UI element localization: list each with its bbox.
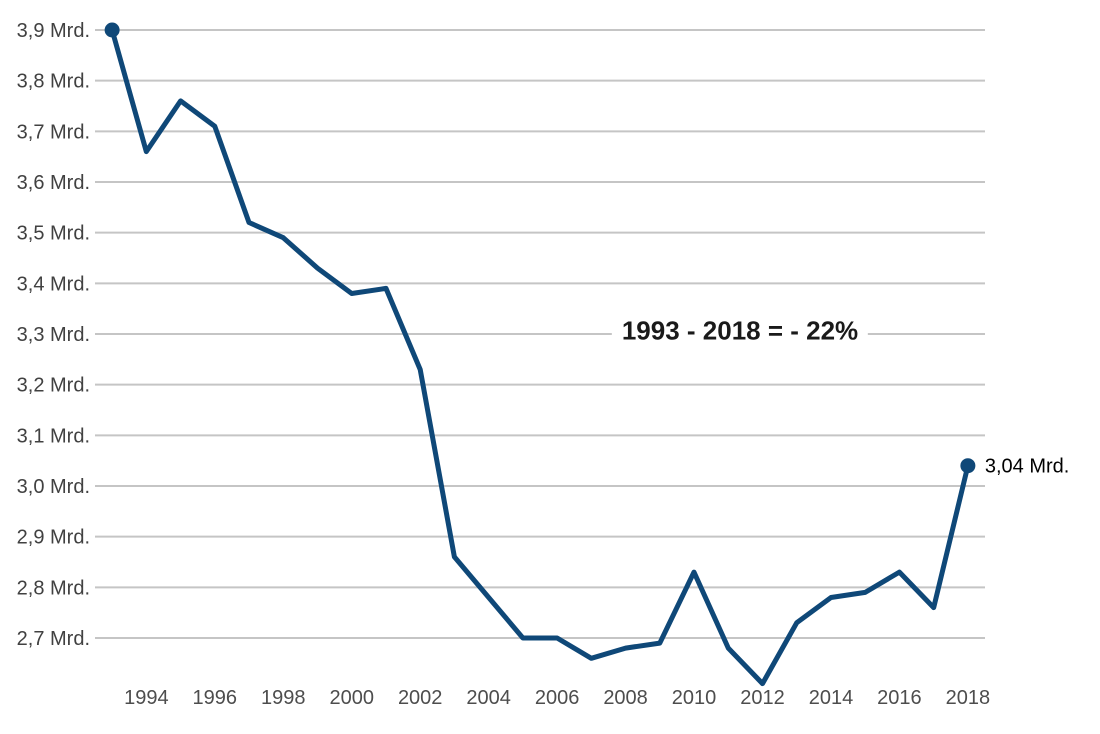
x-axis-label: 2006 bbox=[535, 687, 580, 709]
x-axis-label: 2008 bbox=[603, 687, 648, 709]
x-axis-label: 2002 bbox=[398, 687, 443, 709]
y-axis-label: 3,2 Mrd. bbox=[17, 375, 90, 397]
end-value-label: 3,04 Mrd. bbox=[985, 456, 1069, 478]
x-axis-label: 2004 bbox=[466, 687, 511, 709]
y-axis-label: 3,6 Mrd. bbox=[17, 172, 90, 194]
y-axis-label: 3,1 Mrd. bbox=[17, 425, 90, 447]
data-point-marker bbox=[960, 458, 976, 474]
y-axis-label: 2,8 Mrd. bbox=[17, 577, 90, 599]
data-line bbox=[109, 27, 971, 687]
y-axis-label: 3,9 Mrd. bbox=[17, 20, 90, 42]
x-axis-label: 1998 bbox=[261, 687, 306, 709]
y-axis-label: 3,4 Mrd. bbox=[17, 273, 90, 295]
data-point-marker bbox=[104, 22, 120, 38]
x-axis-label: 2010 bbox=[672, 687, 717, 709]
y-axis-label: 3,0 Mrd. bbox=[17, 476, 90, 498]
x-axis-label: 1996 bbox=[193, 687, 238, 709]
y-axis-label: 3,7 Mrd. bbox=[17, 121, 90, 143]
y-axis-label: 2,7 Mrd. bbox=[17, 628, 90, 650]
x-axis-label: 2014 bbox=[809, 687, 854, 709]
y-axis-label: 3,3 Mrd. bbox=[17, 324, 90, 346]
x-axis-label: 1994 bbox=[124, 687, 169, 709]
x-axis-label: 2000 bbox=[329, 687, 374, 709]
x-axis-label: 2016 bbox=[877, 687, 922, 709]
chart-annotation: 1993 - 2018 = - 22% bbox=[611, 314, 869, 348]
x-axis-label: 2018 bbox=[946, 687, 991, 709]
y-axis-label: 3,5 Mrd. bbox=[17, 223, 90, 245]
y-axis-label: 2,9 Mrd. bbox=[17, 527, 90, 549]
y-axis-label: 3,8 Mrd. bbox=[17, 71, 90, 93]
x-axis-label: 2012 bbox=[740, 687, 785, 709]
